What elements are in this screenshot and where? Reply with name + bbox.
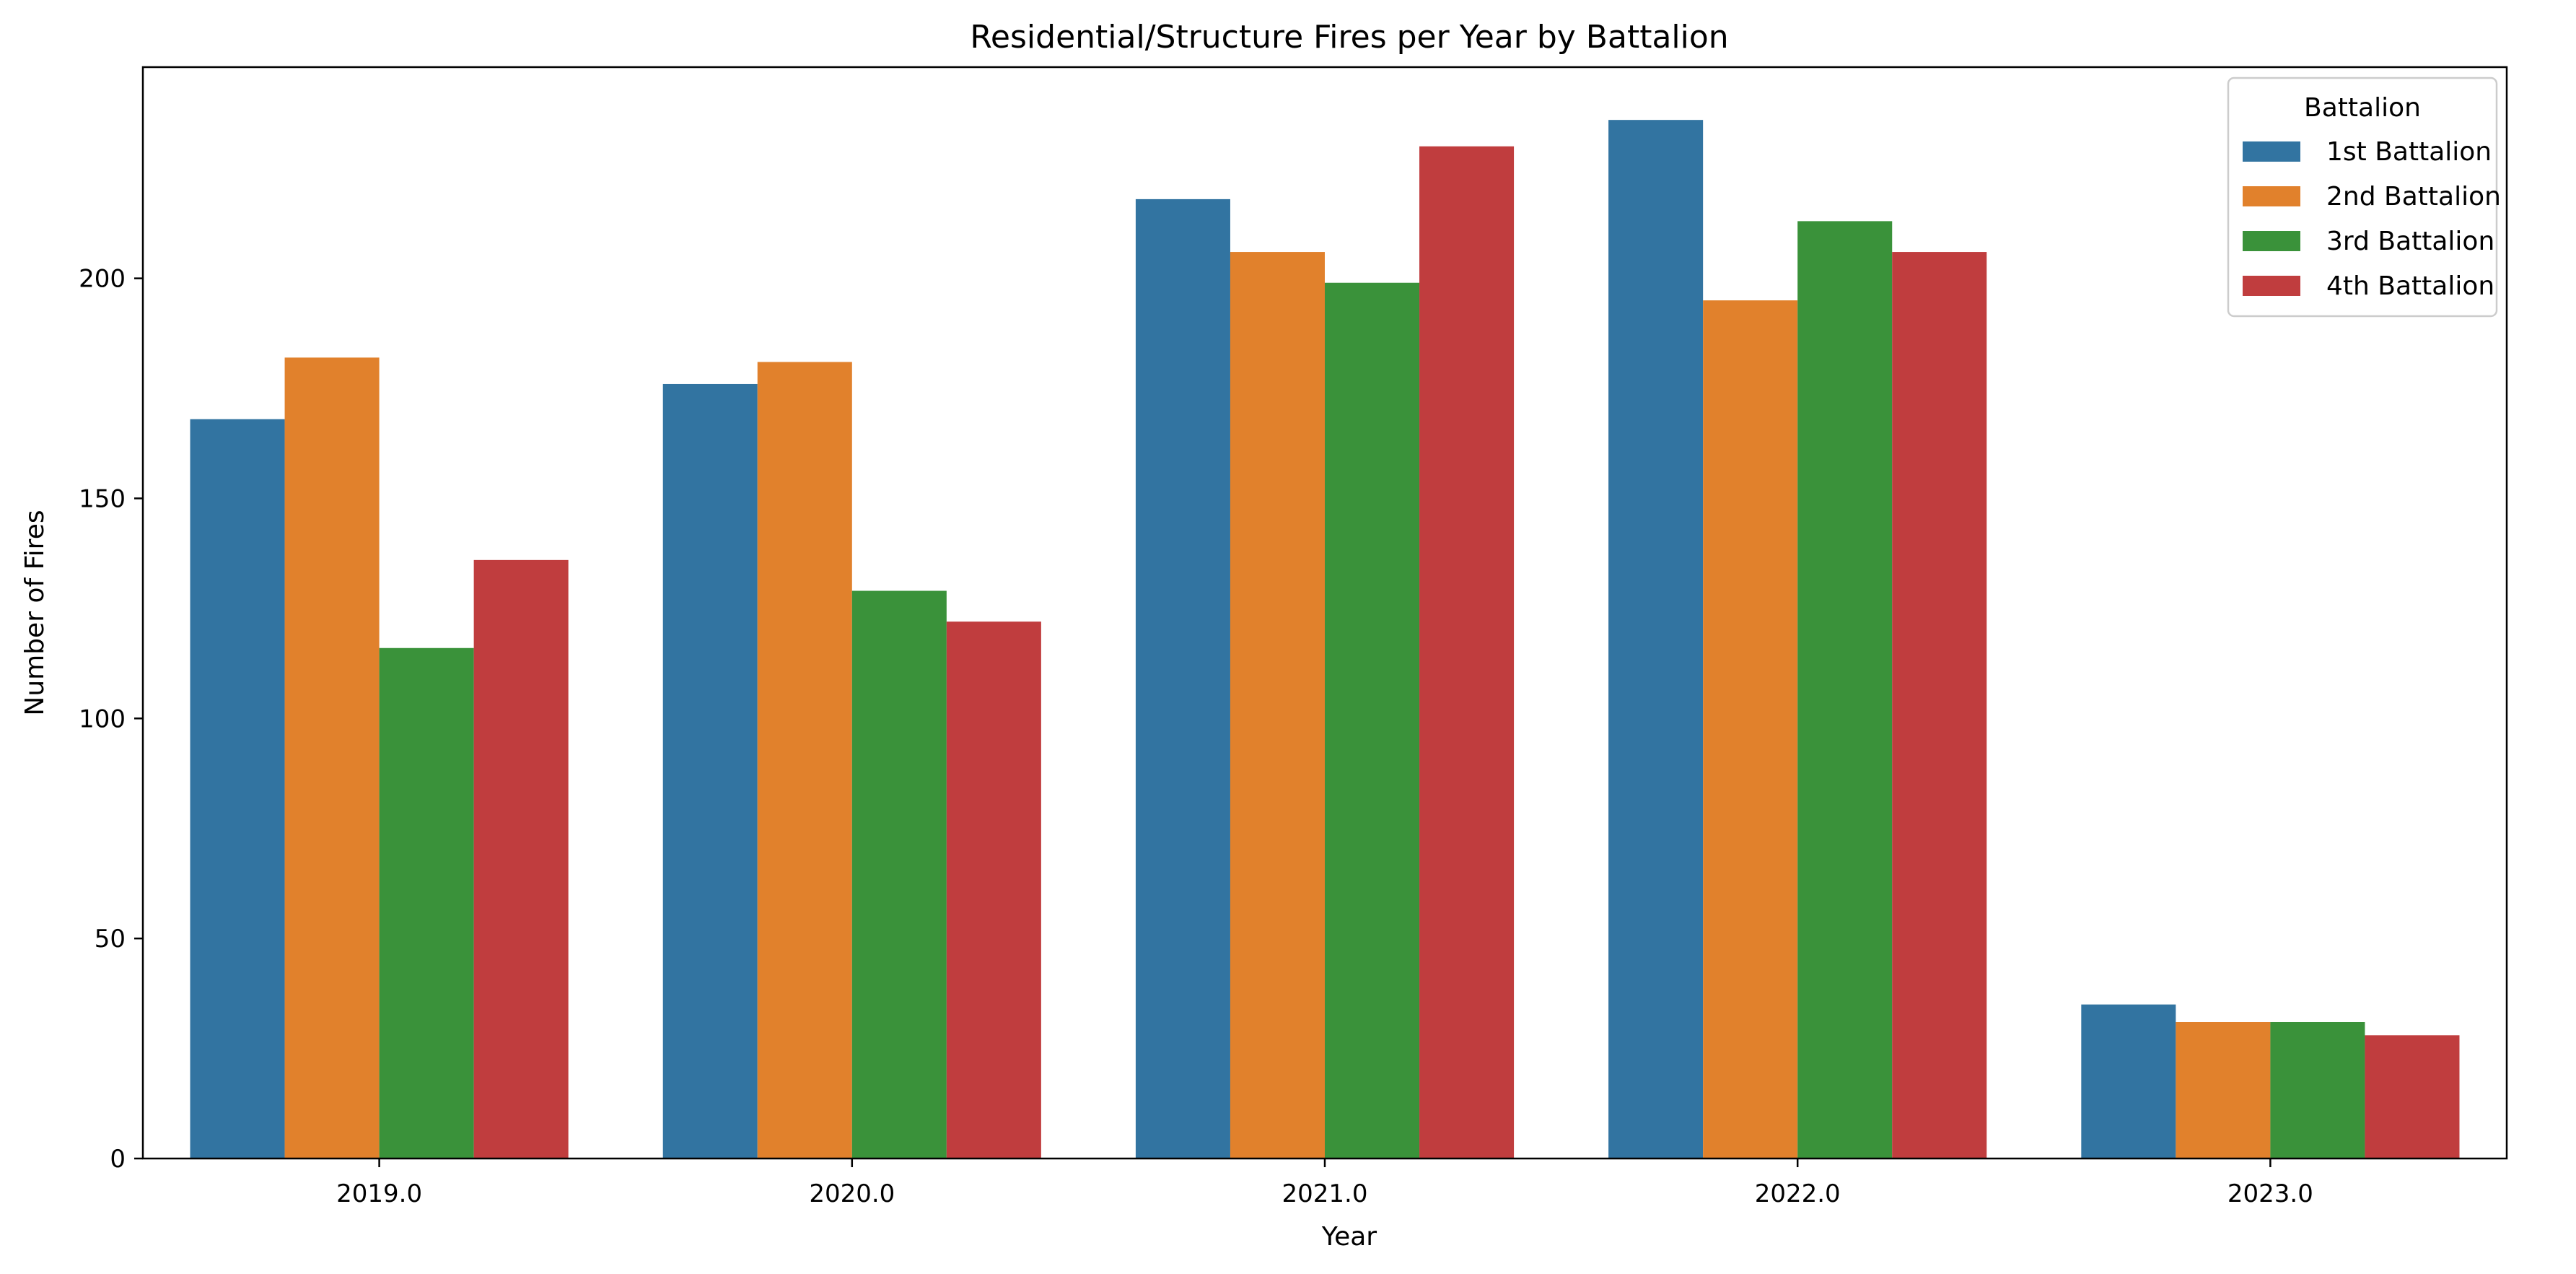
bar-2-2022-0 xyxy=(1703,300,1798,1159)
legend-label-1: 1st Battalion xyxy=(2326,137,2492,167)
y-tick-label: 100 xyxy=(79,704,126,733)
x-tick-label: 2020.0 xyxy=(809,1179,895,1208)
bars-group xyxy=(190,120,2460,1159)
bar-3-2021-0 xyxy=(1325,282,1420,1159)
legend-label-4: 4th Battalion xyxy=(2326,271,2494,301)
bar-3-2023-0 xyxy=(2270,1022,2365,1159)
bar-2-2020-0 xyxy=(757,362,852,1159)
x-tick-label: 2021.0 xyxy=(1282,1179,1368,1208)
y-tick-label: 150 xyxy=(79,484,126,513)
legend-label-2: 2nd Battalion xyxy=(2326,182,2501,211)
legend-swatch-2 xyxy=(2243,186,2300,206)
x-axis-label: Year xyxy=(1321,1222,1377,1252)
legend: Battalion 1st Battalion 2nd Battalion 3rd … xyxy=(2227,77,2501,318)
bar-4-2023-0 xyxy=(2365,1035,2460,1159)
bar-1-2020-0 xyxy=(662,383,758,1159)
x-axis: 2019.0 2020.0 2021.0 2022.0 2023.0 xyxy=(336,1159,2313,1208)
bar-3-2020-0 xyxy=(851,590,947,1159)
y-tick-label: 0 xyxy=(110,1145,126,1174)
legend-swatch-3 xyxy=(2243,231,2300,251)
bar-3-2019-0 xyxy=(379,647,474,1159)
chart-title: Residential/Structure Fires per Year by … xyxy=(970,19,1728,56)
bar-2-2023-0 xyxy=(2176,1022,2271,1159)
bar-1-2023-0 xyxy=(2081,1004,2176,1159)
x-tick-label: 2019.0 xyxy=(336,1179,422,1208)
legend-swatch-1 xyxy=(2243,141,2300,162)
bar-3-2022-0 xyxy=(1797,221,1893,1159)
bar-4-2020-0 xyxy=(946,621,1041,1159)
y-axis: 0 50 100 150 200 xyxy=(79,265,143,1174)
legend-items: 1st Battalion 2nd Battalion 3rd Battalion 4… xyxy=(2243,137,2501,301)
legend-swatch-4 xyxy=(2243,276,2300,296)
bar-2-2019-0 xyxy=(284,357,380,1159)
legend-title: Battalion xyxy=(2304,93,2421,123)
bar-1-2021-0 xyxy=(1135,198,1230,1159)
bar-4-2021-0 xyxy=(1419,146,1515,1159)
y-tick-label: 200 xyxy=(79,265,126,294)
y-axis-label: Number of Fires xyxy=(20,510,50,715)
x-tick-label: 2023.0 xyxy=(2227,1179,2313,1208)
legend-frame xyxy=(2227,77,2498,318)
bar-1-2022-0 xyxy=(1608,120,1704,1159)
bar-4-2019-0 xyxy=(473,559,569,1159)
legend-label-3: 3rd Battalion xyxy=(2326,227,2494,256)
bar-2-2021-0 xyxy=(1230,252,1325,1159)
y-tick-label: 50 xyxy=(95,925,126,954)
bar-1-2019-0 xyxy=(190,419,285,1159)
bar-4-2022-0 xyxy=(1892,252,1987,1159)
x-tick-label: 2022.0 xyxy=(1755,1179,1841,1208)
